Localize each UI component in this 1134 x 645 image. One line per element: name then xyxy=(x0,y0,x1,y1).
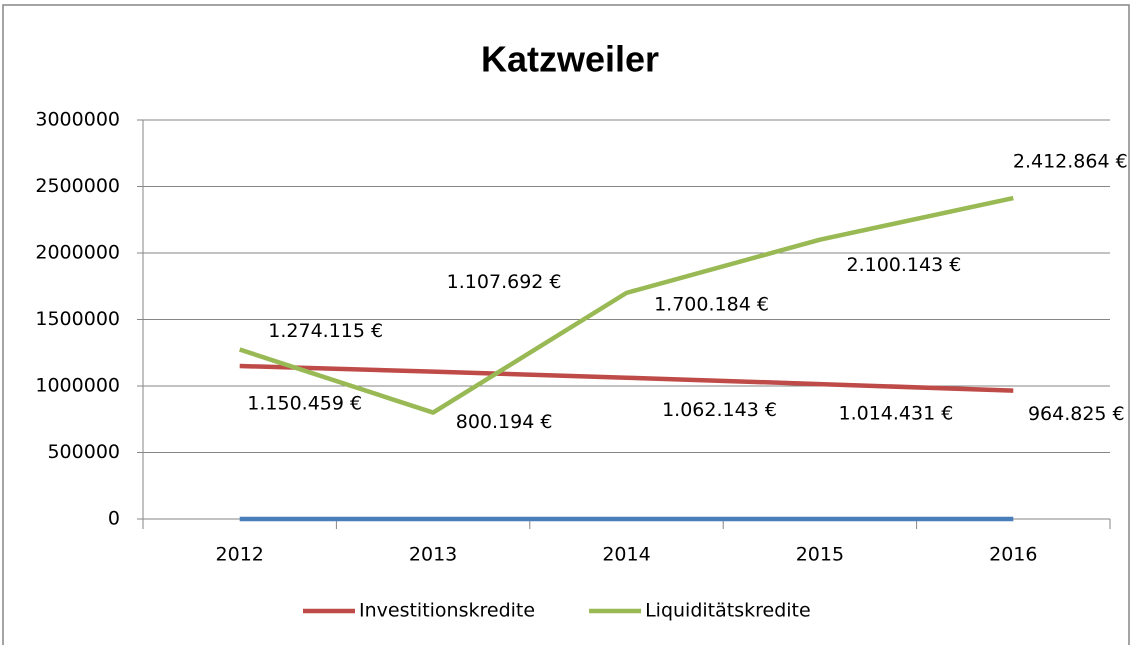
y-tick-label: 1500000 xyxy=(35,308,120,330)
data-label: 1.274.115 € xyxy=(268,320,383,342)
data-label: 1.700.184 € xyxy=(654,293,769,315)
data-label: 1.107.692 € xyxy=(447,271,562,293)
data-label: 1.014.431 € xyxy=(838,403,953,425)
legend-label: Liquiditätskredite xyxy=(645,600,811,622)
data-label: 2.412.864 € xyxy=(1013,151,1128,173)
x-tick-label: 2014 xyxy=(602,544,650,566)
x-tick-label: 2016 xyxy=(989,544,1037,566)
data-label: 964.825 € xyxy=(1028,403,1125,425)
data-label: 2.100.143 € xyxy=(846,254,961,276)
x-tick-label: 2013 xyxy=(409,544,457,566)
y-tick-label: 2000000 xyxy=(35,242,120,264)
y-tick-label: 500000 xyxy=(47,441,120,463)
y-tick-label: 0 xyxy=(108,508,120,530)
series-line xyxy=(239,195,1014,415)
y-tick-label: 3000000 xyxy=(35,109,120,131)
chart-frame xyxy=(2,4,1130,645)
data-label: 1.062.143 € xyxy=(662,399,777,421)
chart-title: Katzweiler xyxy=(481,39,659,80)
y-tick-label: 2500000 xyxy=(35,175,120,197)
series-line xyxy=(239,363,1014,393)
x-tick-label: 2012 xyxy=(216,544,264,566)
data-label: 800.194 € xyxy=(456,411,553,433)
data-label: 1.150.459 € xyxy=(247,392,362,414)
y-tick-label: 1000000 xyxy=(35,375,120,397)
legend-label: Investitionskredite xyxy=(359,600,535,622)
x-tick-label: 2015 xyxy=(796,544,844,566)
